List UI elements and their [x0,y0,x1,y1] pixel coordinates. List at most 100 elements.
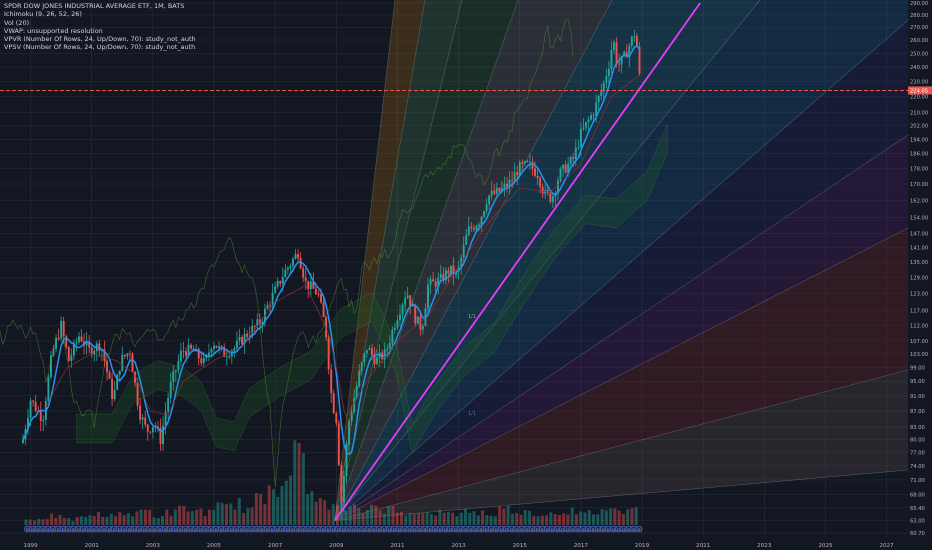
event-marker-label: D [255,527,258,532]
price-tick-label: 71.00 [910,478,925,484]
candle-body [437,278,440,287]
event-marker-label: D [429,527,432,532]
candle-body [625,51,628,58]
candle-body [218,346,221,348]
event-marker-label: D [587,527,590,532]
candle-body [572,156,575,159]
legend-vpvr[interactable]: VPVR (Number Of Rows, 24, Up/Down, 70): … [4,35,196,44]
time-tick-label: 2013 [451,543,466,549]
volume-bar [399,511,403,525]
event-marker-label: D [250,527,253,532]
event-marker-label: D [373,527,376,532]
volume-bar [617,510,621,525]
legend-vol[interactable]: Vol (20) [4,18,30,27]
volume-bar [562,513,566,525]
gann-fan[interactable] [334,0,908,521]
volume-bar [165,509,169,525]
event-marker-label: D [357,527,360,532]
candle-body [207,352,210,356]
candle-body [493,190,496,194]
candle-body [488,195,491,205]
volume-bar [523,510,527,525]
candle-body [562,164,564,169]
candle-body [118,370,121,375]
fan-band [334,0,612,521]
candle-body [416,316,419,324]
candle-body [531,161,534,169]
event-marker-label: D [551,527,554,532]
volume-bar [71,520,75,525]
candle-body [414,305,417,324]
volume-bar [173,509,177,525]
candle-body [238,336,241,341]
event-marker-label: D [204,527,207,532]
candle-body [605,76,608,83]
legend-ichimoku[interactable]: Ichimoku (9, 26, 52, 26) [4,10,82,19]
candle-body [190,344,193,349]
volume-bar [310,491,314,525]
candle-body [284,269,287,278]
volume-bar [293,440,297,525]
legend-vwap[interactable]: VWAP: unsupported resolution [4,26,103,35]
event-marker-label: D [347,527,350,532]
kijun-line [45,74,640,418]
candle-body [72,342,75,356]
time-tick-label: 1999 [23,543,38,549]
candle-body [325,317,328,338]
event-marker-label: D [240,527,243,532]
price-tick-label: 260.00 [910,38,928,44]
price-tick-label: 135.00 [910,260,928,266]
event-marker-label: D [592,527,595,532]
legend-symbol[interactable]: SPDR DOW JONES INDUSTRIAL AVERAGE ETF, 1… [4,2,185,10]
volume-bar [587,509,591,525]
candle-body [386,348,389,350]
candle-body [281,277,284,284]
price-tick-label: 170.00 [910,182,928,188]
candle-body [297,254,300,259]
grid [0,0,908,537]
price-tick-label: 68.00 [910,493,925,499]
candle-body [399,314,401,321]
legend-vpsv[interactable]: VPSV (Number Of Rows, 24, Up/Down, 70): … [4,43,196,52]
time-axis[interactable]: 1999 2001 2003 2005 2007 2009 2011 2013 2015 2017… [23,543,894,549]
fan-line [334,469,908,521]
candle-body [185,351,187,356]
event-marker-label: D [128,527,131,532]
volume-bar [139,509,143,525]
event-marker-label: D [490,527,493,532]
candle-body [32,400,35,402]
trendline[interactable] [334,2,701,521]
event-marker-label: D [403,527,406,532]
volume-bar [519,514,523,525]
price-axis[interactable]: 290.00 280.00 270.00 260.00 250.00 240.00 230.… [910,1,928,537]
volume-bar [344,511,348,525]
candle-body [475,226,478,230]
candle-body [411,305,414,307]
legend: SPDR DOW JONES INDUSTRIAL AVERAGE ETF, 1… [4,2,196,52]
volume-bar [199,508,203,525]
price-tick-label: 290.00 [910,1,928,7]
candle-body [388,343,391,349]
volume-bar [161,516,165,525]
candle-body [276,280,279,287]
volume-bar [280,485,284,525]
event-marker-label: D [108,527,111,532]
event-marker-label: D [515,527,518,532]
candle-body [131,353,134,372]
event-marker-label: D [169,527,172,532]
volume-bar [600,509,604,525]
volume-bar [382,513,386,525]
candle-body [60,320,63,339]
volume-bar [621,514,625,525]
price-tick-label: 83.00 [910,425,925,431]
candle-body [574,147,577,159]
event-marker-label: D [536,527,539,532]
event-marker-label: D [627,527,630,532]
volume-bar [195,509,199,525]
event-marker-label: D [541,527,544,532]
volume-bar [148,509,152,525]
candle-body [342,476,345,504]
volume-bar [289,475,293,525]
candle-body [88,341,91,348]
